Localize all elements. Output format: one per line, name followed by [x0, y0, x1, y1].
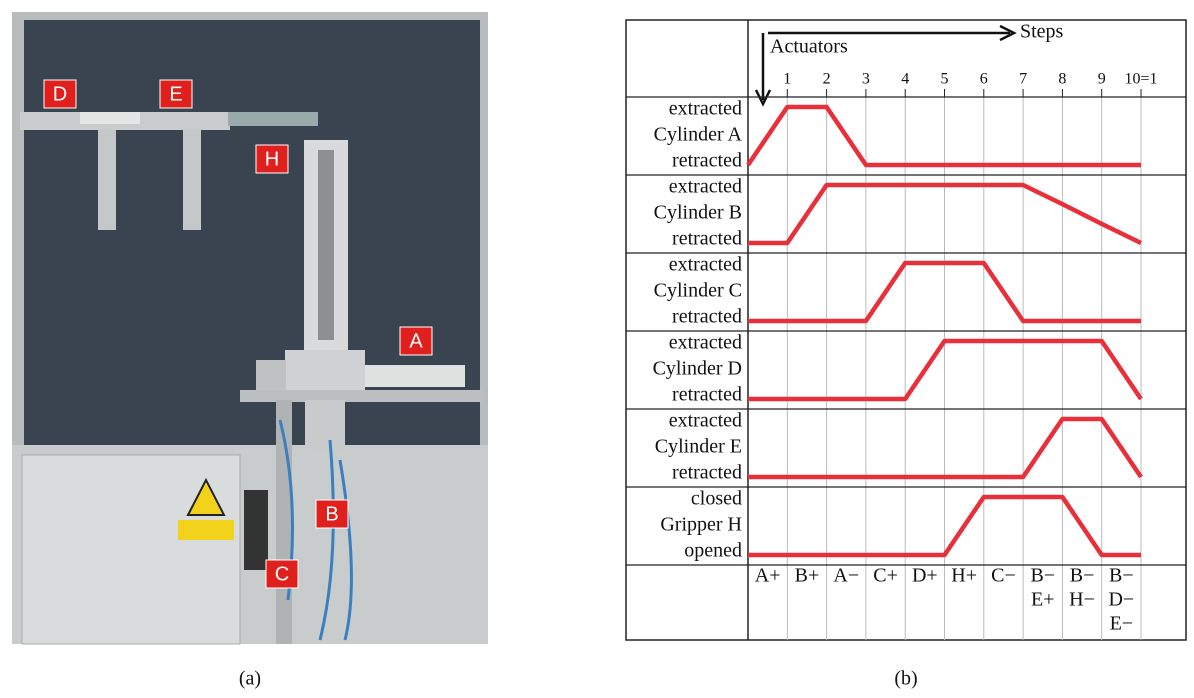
step-label: A− — [833, 565, 859, 587]
state-line — [748, 494, 1141, 558]
x-tick-label: 2 — [823, 71, 831, 88]
x-tick-label: 9 — [1098, 71, 1106, 88]
row-name: Cylinder B — [654, 202, 742, 224]
photo-labels: D E H A B C — [43, 79, 433, 589]
row-state-low: retracted — [672, 150, 742, 172]
row-state-low: retracted — [672, 462, 742, 484]
x-tick-label: 8 — [1058, 71, 1066, 88]
row-state-low: opened — [684, 540, 742, 562]
row-state-high: extracted — [669, 410, 742, 432]
step-label: D− — [1108, 589, 1134, 611]
photo-label: E — [169, 83, 182, 105]
row-state-high: extracted — [669, 98, 742, 120]
step-label: D+ — [912, 565, 938, 587]
step-label: B− — [1109, 565, 1134, 587]
step-label: E− — [1110, 613, 1134, 635]
caption: (b) — [894, 668, 917, 690]
row-state-high: closed — [691, 488, 742, 510]
actuators-arrow-head — [754, 89, 772, 107]
step-label: B− — [1030, 565, 1055, 587]
step-label: B− — [1070, 565, 1095, 587]
photo-label: B — [325, 503, 338, 525]
x-tick-label: 4 — [901, 71, 909, 88]
x-tick-label: 3 — [862, 71, 870, 88]
y-title: Actuators — [770, 36, 848, 58]
row-state-low: retracted — [672, 384, 742, 406]
row-state-high: extracted — [669, 176, 742, 198]
x-tick-label: 5 — [941, 71, 949, 88]
x-tick-label: 10=1 — [1124, 71, 1157, 88]
step-label: H+ — [951, 565, 977, 587]
row-state-high: extracted — [669, 254, 742, 276]
row-name: Cylinder D — [653, 358, 742, 380]
step-label: E+ — [1031, 589, 1055, 611]
row-name: Gripper H — [660, 514, 742, 536]
steps-arrow-head — [999, 24, 1017, 42]
caption: (a) — [239, 668, 261, 690]
step-label: C− — [991, 565, 1016, 587]
row-state-high: extracted — [669, 332, 742, 354]
row-state-low: retracted — [672, 228, 742, 250]
photo-label: H — [265, 148, 279, 170]
x-tick-label: 1 — [783, 71, 791, 88]
row-name: Cylinder E — [655, 436, 742, 458]
row-state-low: retracted — [672, 306, 742, 328]
step-label: H− — [1069, 589, 1095, 611]
state-line — [746, 104, 1141, 168]
x-tick-label: 6 — [980, 71, 988, 88]
step-label: B+ — [795, 565, 820, 587]
x-tick-label: 7 — [1019, 71, 1027, 88]
row-name: Cylinder A — [654, 124, 743, 146]
step-label: C+ — [873, 565, 898, 587]
diagram-frame — [625, 19, 1187, 641]
state-line — [748, 260, 1141, 324]
photo-label: A — [409, 330, 423, 352]
step-label: A+ — [755, 565, 781, 587]
state-line — [748, 416, 1143, 480]
photo-label: C — [275, 563, 289, 585]
photo-label: D — [53, 83, 67, 105]
row-name: Cylinder C — [654, 280, 742, 302]
state-line — [748, 338, 1143, 402]
state-line — [748, 182, 1142, 246]
x-title: Steps — [1020, 21, 1064, 43]
